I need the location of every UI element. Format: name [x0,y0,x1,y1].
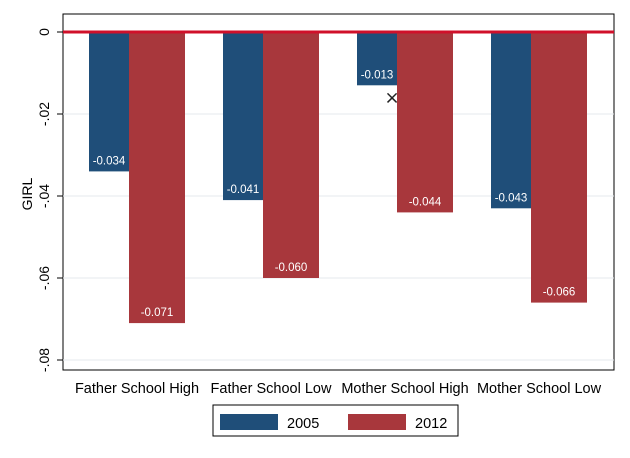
data-label-2005-1: -0.034 [93,155,126,167]
legend-swatch-2012 [348,414,406,430]
category-label-2: Father School Low [211,381,332,397]
data-label-2005-4: -0.043 [495,192,528,204]
data-label-2012-3: -0.044 [409,196,442,208]
y-axis-title: GIRL [19,177,35,210]
bar-2012-3 [397,32,453,213]
y-tick-label: -.02 [36,102,52,126]
legend-swatch-2005 [220,414,278,430]
data-label-2012-2: -0.060 [275,262,308,274]
data-label-2012-1: -0.071 [141,307,174,319]
x-marker: × [384,88,399,109]
bars [89,32,587,324]
bar-2005-1 [89,32,129,172]
data-label-2005-2: -0.041 [227,184,260,196]
annotation-group: × [384,88,399,109]
y-tick-label: -.06 [36,266,52,290]
bar-2005-2 [223,32,263,201]
category-label-1: Father School High [75,381,199,397]
bar-2012-4 [531,32,587,303]
y-tick-label: -.08 [36,348,52,372]
x-axis: Father School High Father School Low Mothe… [75,381,602,397]
bar-2005-4 [491,32,531,209]
legend-label-2005: 2005 [287,416,319,432]
category-label-3: Mother School High [341,381,468,397]
y-tick-label: -.04 [36,184,52,208]
legend-label-2012: 2012 [415,416,447,432]
bar-2005-3 [357,32,397,86]
category-label-4: Mother School Low [477,381,602,397]
y-tick-label: 0 [36,28,52,36]
data-labels: -0.034 -0.071 -0.041 -0.060 -0.013 -0.044 -0.0… [93,69,576,319]
bar-2012-2 [263,32,319,278]
y-axis: 0 -.02 -.04 -.06 -.08 [36,28,63,372]
data-label-2012-4: -0.066 [543,287,576,299]
bar-2012-1 [129,32,185,324]
data-label-2005-3: -0.013 [361,69,394,81]
legend: 2005 2012 [212,404,459,437]
